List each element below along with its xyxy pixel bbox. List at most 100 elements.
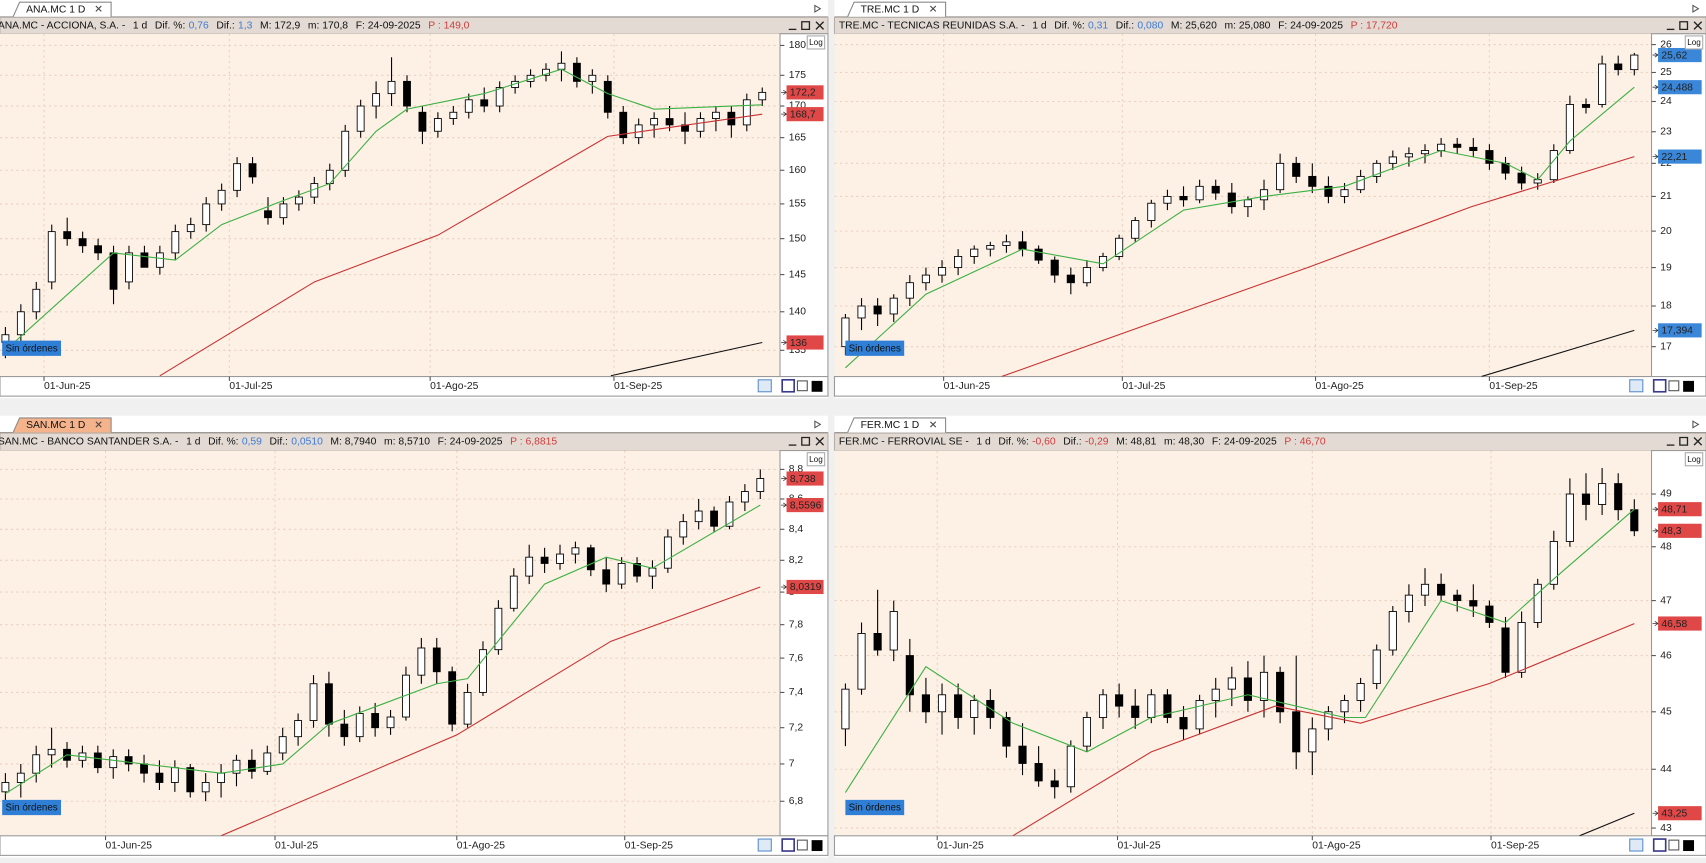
- log-button[interactable]: [806, 452, 826, 467]
- x-tick-label: 01-Jun-25: [44, 381, 91, 392]
- candle-body: [525, 556, 534, 577]
- candle-body: [109, 756, 118, 769]
- toolbar-color[interactable]: [811, 380, 823, 392]
- candle-body: [1565, 493, 1574, 542]
- candle-body: [372, 93, 381, 107]
- log-button[interactable]: [1684, 35, 1704, 50]
- candle-body: [1549, 150, 1558, 181]
- x-tick-label: 01-Sep-25: [1489, 381, 1538, 392]
- candle-body: [1002, 717, 1011, 747]
- candle-body: [1581, 104, 1591, 108]
- window-close[interactable]: [1693, 437, 1703, 446]
- window-close[interactable]: [815, 21, 825, 30]
- tab[interactable]: [12, 417, 112, 433]
- tab-label[interactable]: SAN.MC 1 D: [26, 420, 85, 431]
- y-tick-label: 7: [789, 759, 795, 770]
- candle-body: [696, 118, 705, 132]
- log-button-label[interactable]: Log: [809, 455, 823, 464]
- price-tag-label: 172,2: [790, 88, 816, 99]
- candle-body: [711, 111, 720, 119]
- tab-label[interactable]: FER.MC 1 D: [861, 420, 920, 431]
- window-close[interactable]: [815, 437, 825, 446]
- orders-badge-label[interactable]: Sin órdenes: [5, 803, 57, 814]
- toolbar-config[interactable]: [1668, 839, 1680, 851]
- orders-badge[interactable]: [2, 799, 62, 816]
- candle-body: [16, 311, 25, 336]
- candle-body: [1211, 688, 1220, 701]
- tab-close[interactable]: [929, 5, 937, 12]
- candle-body: [140, 252, 149, 268]
- orders-badge[interactable]: [845, 340, 905, 356]
- tab-scroll-arrow[interactable]: [1692, 420, 1700, 429]
- toolbar-save[interactable]: [781, 838, 795, 852]
- y-tick-label: 145: [789, 269, 806, 280]
- toolbar-color[interactable]: [811, 840, 823, 852]
- tab-label[interactable]: TRE.MC 1 D: [861, 5, 920, 16]
- log-button[interactable]: [1684, 452, 1704, 467]
- candle-body: [171, 231, 180, 254]
- tab[interactable]: [847, 417, 947, 433]
- tab-close[interactable]: [95, 421, 102, 428]
- window-maximize[interactable]: [1679, 436, 1689, 446]
- tab-close[interactable]: [929, 421, 937, 428]
- y-tick-label: 46: [1660, 650, 1672, 661]
- y-tick-label: 140: [789, 307, 806, 318]
- header-dif-pct: 0,31: [1088, 20, 1108, 31]
- tab-close[interactable]: [95, 5, 102, 12]
- toolbar-color[interactable]: [1683, 840, 1695, 852]
- tab[interactable]: [12, 1, 112, 18]
- log-button-label[interactable]: Log: [1687, 38, 1701, 47]
- candle-body: [1147, 694, 1156, 718]
- y-tick-label: 155: [789, 199, 806, 210]
- y-tick-label: 49: [1660, 489, 1672, 500]
- toolbar-auto[interactable]: [1629, 838, 1644, 852]
- price-tag-label: 46,58: [1661, 619, 1687, 630]
- toolbar-save[interactable]: [1652, 838, 1667, 852]
- candle-body: [937, 267, 947, 276]
- tab-label[interactable]: ANA.MC 1 D: [26, 5, 85, 16]
- candle-body: [1227, 677, 1236, 690]
- candle-body: [140, 763, 148, 774]
- candle-body: [758, 91, 767, 101]
- log-button-label[interactable]: Log: [1687, 455, 1701, 464]
- tab[interactable]: [847, 1, 947, 18]
- price-tag-label: 168,7: [790, 109, 816, 120]
- moving-average: [1579, 812, 1635, 836]
- toolbar-save[interactable]: [1652, 378, 1667, 393]
- header-period: 1 d: [133, 20, 148, 31]
- toolbar-save[interactable]: [781, 378, 795, 393]
- orders-badge-label[interactable]: Sin órdenes: [849, 803, 901, 814]
- orders-badge[interactable]: [2, 340, 62, 356]
- toolbar-config[interactable]: [796, 839, 808, 851]
- moving-average: [1012, 623, 1635, 836]
- tab-scroll-arrow[interactable]: [1692, 4, 1700, 13]
- toolbar-config[interactable]: [796, 380, 808, 392]
- window-close[interactable]: [1693, 21, 1703, 30]
- candle-body: [1469, 146, 1478, 151]
- toolbar-auto[interactable]: [757, 838, 772, 852]
- tab-scroll-arrow[interactable]: [814, 420, 822, 429]
- candle-body: [694, 510, 703, 523]
- price-tag: [1658, 502, 1702, 517]
- toolbar-config[interactable]: [1668, 380, 1680, 392]
- window-maximize[interactable]: [1679, 21, 1689, 31]
- window-maximize[interactable]: [801, 21, 811, 31]
- log-button-label[interactable]: Log: [809, 38, 823, 47]
- header-period: 1 d: [1032, 20, 1047, 31]
- candle-body: [509, 575, 518, 609]
- tab-scroll-arrow[interactable]: [814, 4, 822, 13]
- orders-badge-label[interactable]: Sin órdenes: [5, 343, 57, 354]
- toolbar-auto[interactable]: [1629, 379, 1644, 393]
- toolbar-color[interactable]: [1683, 380, 1695, 392]
- candle-body: [1437, 583, 1446, 596]
- log-button[interactable]: [806, 35, 826, 50]
- y-tick-label: 165: [789, 132, 806, 143]
- candle-body: [1292, 711, 1301, 753]
- orders-badge[interactable]: [845, 799, 905, 816]
- toolbar-auto[interactable]: [757, 379, 772, 393]
- x-tick-label: 01-Ago-25: [1312, 840, 1361, 851]
- candle-body: [617, 563, 626, 585]
- candle-body: [355, 713, 364, 738]
- window-maximize[interactable]: [801, 436, 811, 446]
- orders-badge-label[interactable]: Sin órdenes: [849, 343, 901, 354]
